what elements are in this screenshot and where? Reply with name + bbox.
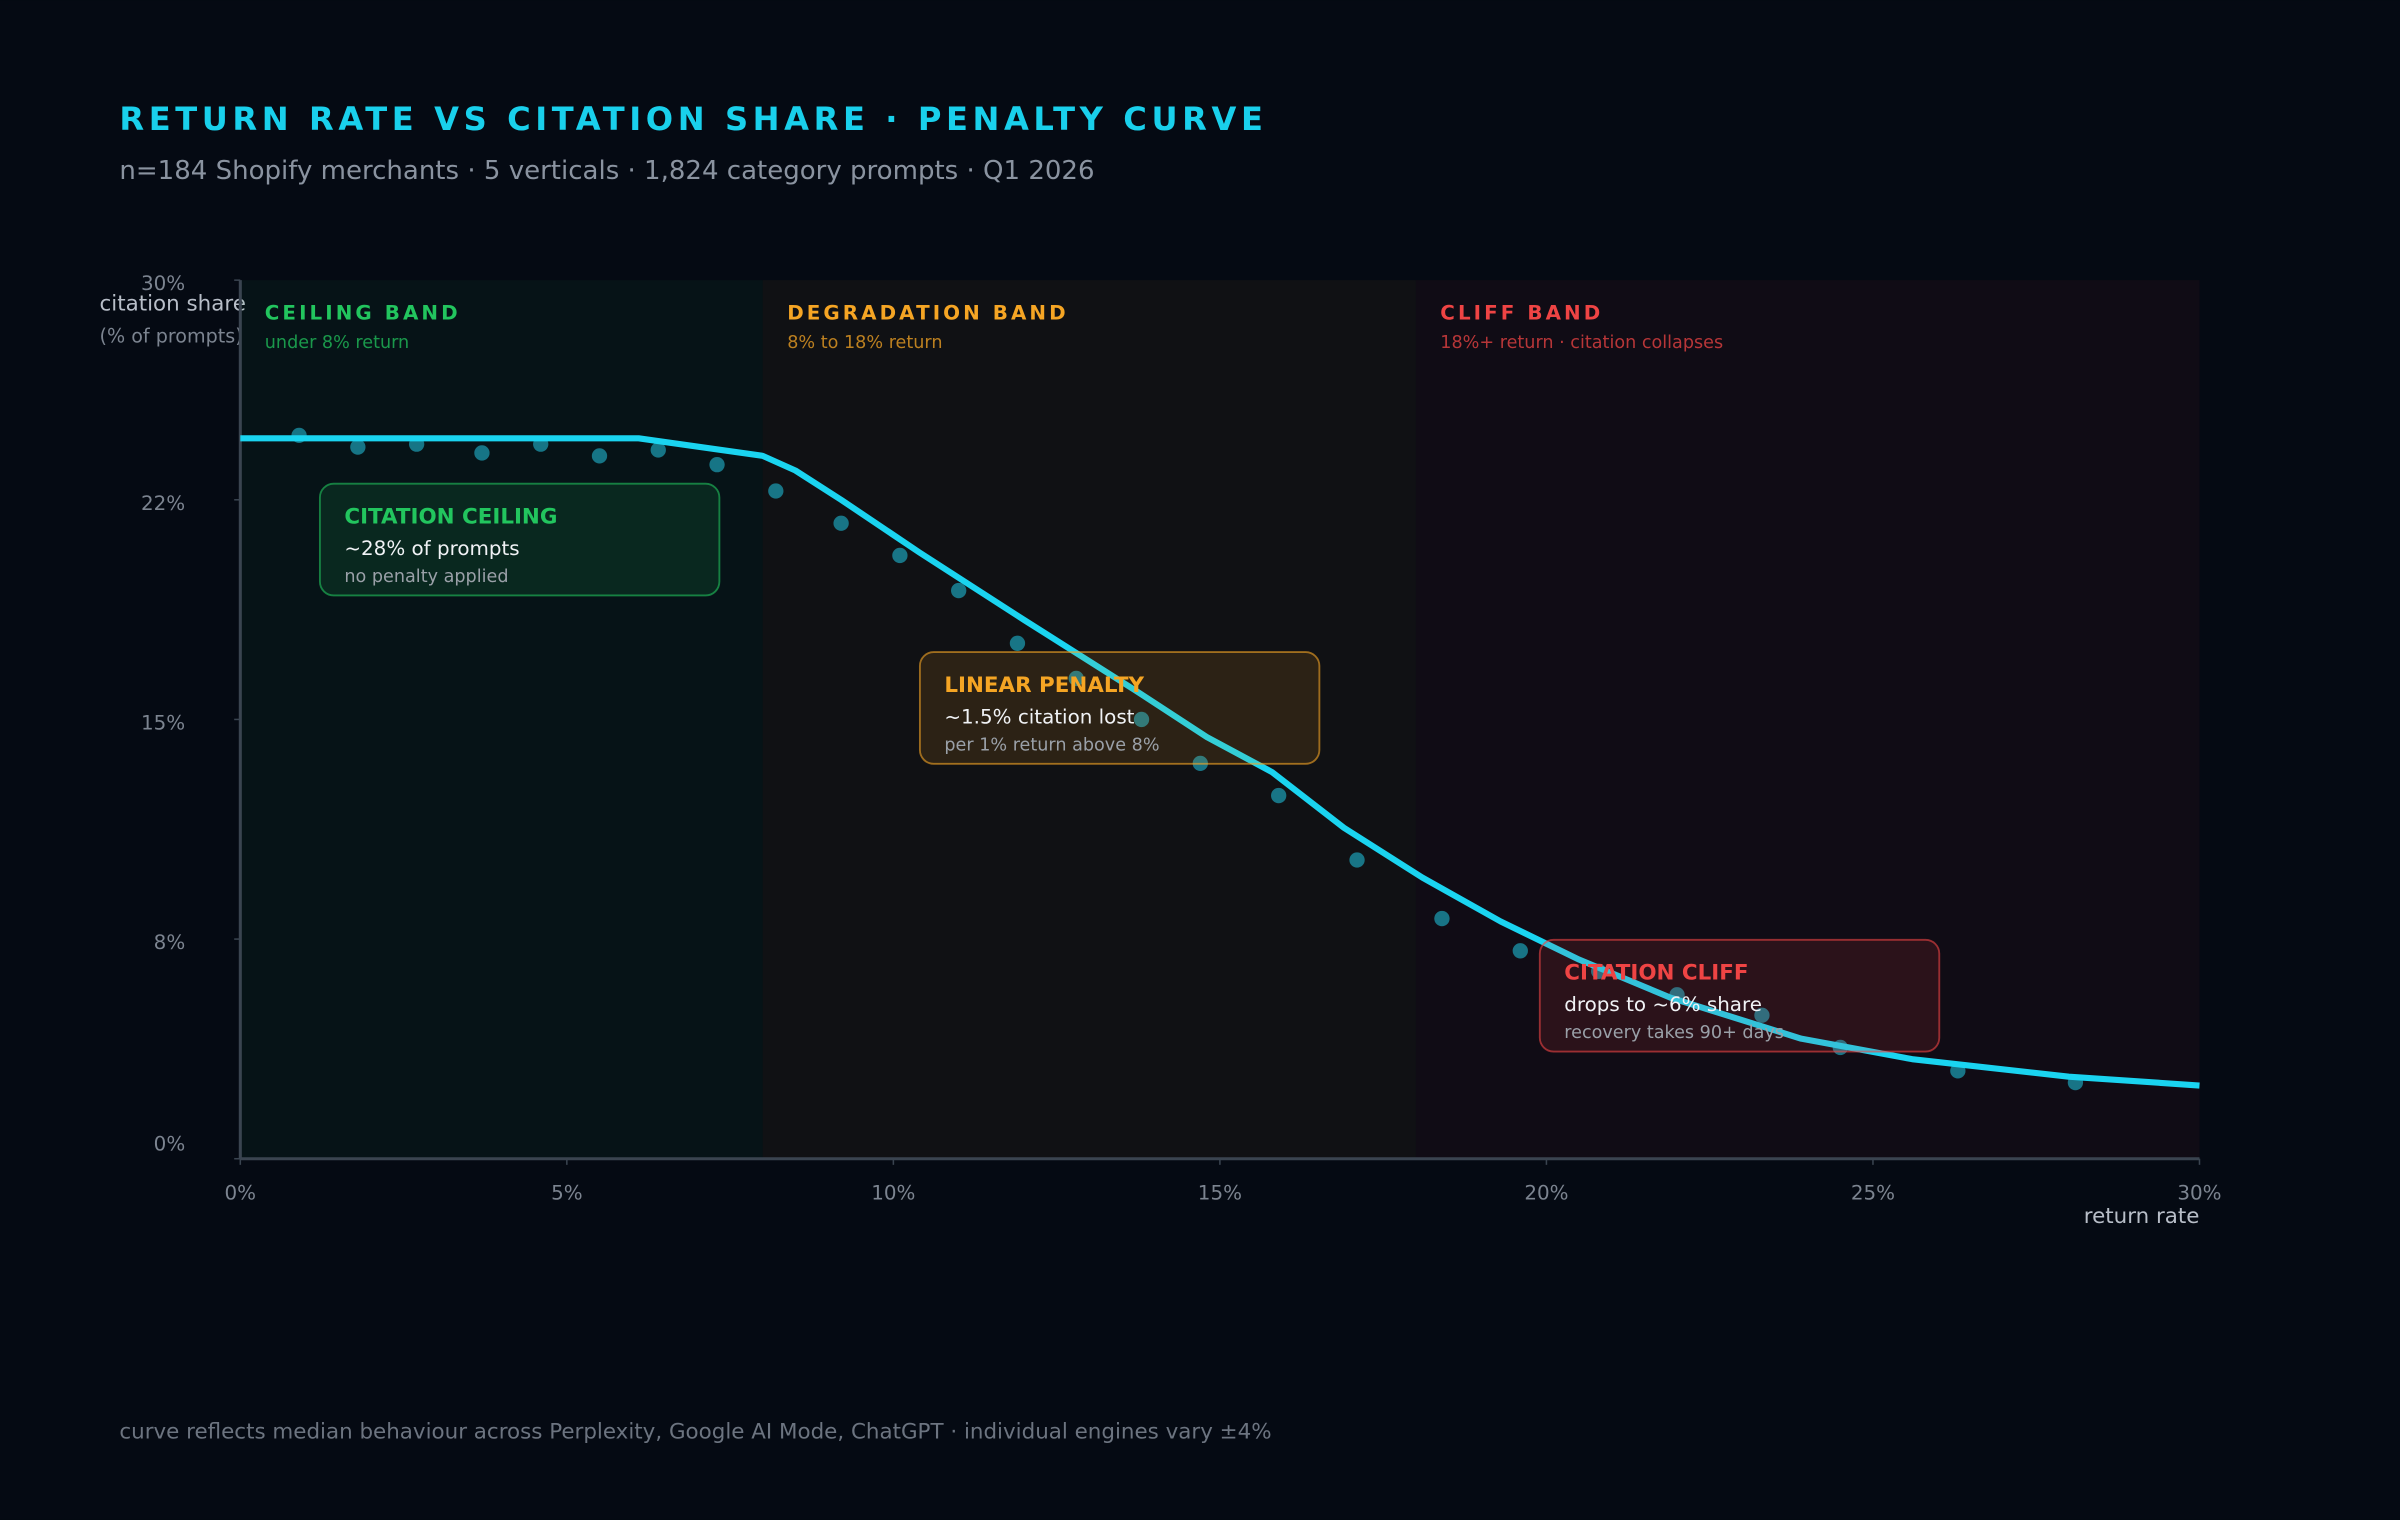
band-sublabel: 8% to 18% return [787, 333, 942, 353]
data-point [951, 582, 967, 599]
subtitle: n=184 Shopify merchants · 5 verticals · … [119, 156, 1094, 186]
annotation-title: CITATION CLIFF [1564, 961, 1748, 986]
annotation-box [918, 651, 1321, 765]
annotation-box [1538, 938, 1941, 1053]
annotation-title: LINEAR PENALTY [944, 673, 1144, 698]
data-point [591, 448, 608, 464]
x-tick-label: 10% [871, 1181, 915, 1204]
annotation-text: drops to ~6% share [1564, 993, 1762, 1016]
y-tick-label: 8% [154, 931, 186, 954]
curve [240, 435, 2200, 1089]
data-point [833, 515, 849, 531]
data-point [474, 445, 490, 461]
y-axis-label: citation share [99, 292, 245, 317]
x-tick-label: 25% [1851, 1181, 1895, 1204]
annotation-box [318, 482, 721, 597]
annotation-note: no penalty applied [344, 567, 508, 587]
annotation-title: CITATION CEILING [344, 504, 557, 529]
data-point [1009, 635, 1026, 651]
band-sublabel: under 8% return [265, 333, 409, 353]
x-tick-label: 0% [225, 1181, 257, 1204]
x-tick-label: 5% [551, 1181, 583, 1204]
band-label: CLIFF BAND [1440, 301, 1603, 324]
band-sublabel: 18%+ return · citation collapses [1440, 333, 1723, 353]
x-tick-label: 30% [2177, 1181, 2221, 1204]
data-point [1754, 1007, 1770, 1023]
band [762, 280, 1416, 1159]
data-point [1512, 943, 1528, 959]
y-tick-label: 0% [154, 1132, 186, 1155]
x-tick-label: 20% [1524, 1181, 1568, 1204]
x-tick-label: 15% [1198, 1181, 1242, 1204]
y-axis-sublabel: (% of prompts) [99, 324, 242, 347]
annotation-note: per 1% return above 8% [944, 735, 1159, 755]
data-point [1271, 787, 1287, 804]
band-label: DEGRADATION BAND [787, 301, 1068, 324]
band [1415, 280, 2200, 1159]
y-tick-label: 22% [141, 492, 185, 515]
data-point [1349, 852, 1365, 868]
y-tick-label: 15% [141, 712, 185, 735]
data-point [709, 457, 725, 473]
footnote: curve reflects median behaviour across P… [119, 1420, 1271, 1445]
annotation-text: ~1.5% citation lost [944, 705, 1134, 728]
band-label: CEILING BAND [265, 301, 461, 324]
band [240, 280, 763, 1159]
data-point [650, 442, 666, 458]
annotation-note: recovery takes 90+ days [1564, 1023, 1784, 1043]
data-point [1068, 670, 1084, 687]
annotation-text: ~28% of prompts [344, 537, 519, 560]
data-point [350, 439, 366, 455]
data-point [1133, 711, 1150, 728]
y-tick-label: 30% [141, 272, 185, 295]
data-point [768, 483, 784, 499]
data-point [1434, 910, 1450, 927]
x-axis-label: return rate [2084, 1204, 2200, 1229]
data-point [892, 547, 908, 564]
chart-title: RETURN RATE VS CITATION SHARE · PENALTY … [119, 100, 1267, 138]
